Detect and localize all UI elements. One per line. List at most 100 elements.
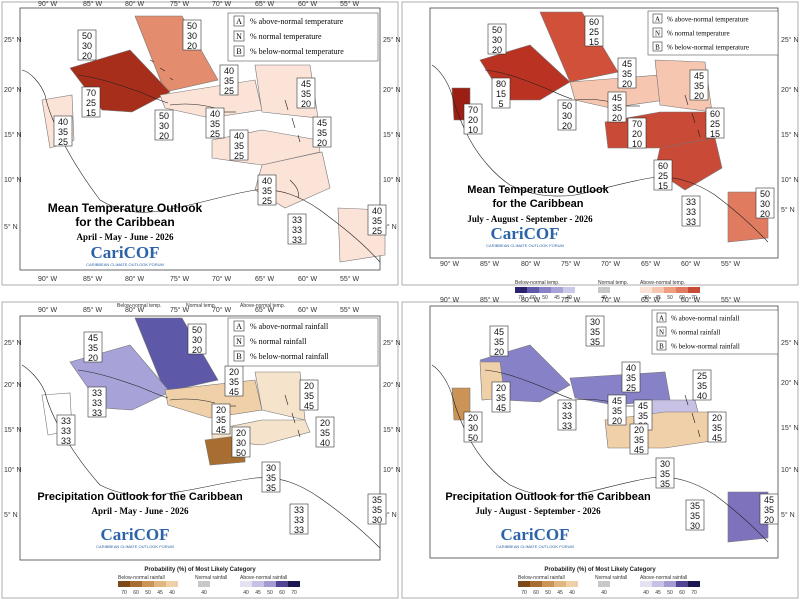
svg-text:40: 40 xyxy=(697,391,707,401)
outlook-regions xyxy=(41,317,311,466)
svg-text:50: 50 xyxy=(545,590,551,596)
lon-label: 75° W xyxy=(170,306,190,314)
lat-label: 10° N xyxy=(781,466,799,474)
svg-text:Normal rainfall: Normal rainfall xyxy=(595,575,627,581)
svg-text:CARIBBEAN CLIMATE OUTLOOK FORU: CARIBBEAN CLIMATE OUTLOOK FORUM xyxy=(486,243,564,248)
svg-text:33: 33 xyxy=(292,235,302,245)
lat-label: 15° N xyxy=(781,131,799,139)
lon-label: 55° W xyxy=(340,306,360,314)
svg-text:60: 60 xyxy=(589,17,599,27)
svg-text:% below-normal temperature: % below-normal temperature xyxy=(667,44,749,52)
lon-label: 65° W xyxy=(255,0,275,8)
svg-text:20: 20 xyxy=(192,345,202,355)
svg-text:20: 20 xyxy=(468,413,478,423)
svg-text:45: 45 xyxy=(712,433,722,443)
svg-text:CariCOF: CariCOF xyxy=(101,525,170,544)
svg-text:20: 20 xyxy=(622,79,632,89)
svg-text:45: 45 xyxy=(304,401,314,411)
lat-label: 15° N xyxy=(4,131,22,139)
svg-text:% normal temperature: % normal temperature xyxy=(250,32,322,41)
svg-text:35: 35 xyxy=(320,428,330,438)
svg-text:15: 15 xyxy=(589,37,599,47)
lon-label: 90° W xyxy=(440,296,460,304)
svg-text:35: 35 xyxy=(210,119,220,129)
lon-label: 65° W xyxy=(255,306,275,314)
stack: 33 33 33 xyxy=(557,399,577,431)
lon-label: 90° W xyxy=(38,306,58,314)
svg-text:40: 40 xyxy=(262,176,272,186)
svg-text:20: 20 xyxy=(494,347,504,357)
panel-title: for the Caribbean xyxy=(75,215,174,229)
svg-text:CARIBBEAN CLIMATE OUTLOOK FORU: CARIBBEAN CLIMATE OUTLOOK FORUM xyxy=(86,262,164,267)
svg-text:35: 35 xyxy=(262,186,272,196)
stack: 50 30 20 xyxy=(154,109,174,141)
svg-text:5: 5 xyxy=(498,99,503,109)
lon-label: 85° W xyxy=(83,275,103,283)
svg-text:20: 20 xyxy=(304,381,314,391)
svg-text:20: 20 xyxy=(496,383,506,393)
svg-text:25: 25 xyxy=(262,196,272,206)
svg-text:35: 35 xyxy=(697,381,707,391)
svg-text:35: 35 xyxy=(690,511,700,521)
svg-text:N: N xyxy=(236,337,242,346)
svg-text:Normal temp.: Normal temp. xyxy=(598,280,628,286)
panel-temp-amj: 90° W 85° W 80° W 75° W 70° W 65° W 60° … xyxy=(1,0,401,286)
svg-text:33: 33 xyxy=(562,401,572,411)
panel-title: Precipitation Outlook for the Caribbean xyxy=(37,491,243,503)
svg-text:20: 20 xyxy=(301,99,311,109)
svg-text:35: 35 xyxy=(216,415,226,425)
svg-text:50: 50 xyxy=(236,448,246,458)
svg-text:33: 33 xyxy=(686,217,696,227)
svg-text:Normal rainfall: Normal rainfall xyxy=(195,575,227,581)
lon-label: 60° W xyxy=(298,0,318,8)
panel-title: for the Caribbean xyxy=(492,198,583,210)
stack: 50 30 20 xyxy=(77,29,97,61)
lon-label: 60° W xyxy=(298,275,318,283)
stack: 60 25 15 xyxy=(584,15,604,47)
svg-text:% above-normal rainfall: % above-normal rainfall xyxy=(250,322,329,331)
lon-label: 70° W xyxy=(601,260,621,268)
svg-text:35: 35 xyxy=(496,393,506,403)
svg-text:50: 50 xyxy=(542,295,548,301)
svg-text:50: 50 xyxy=(192,325,202,335)
lon-label: 80° W xyxy=(125,275,145,283)
stack: 70 25 15 xyxy=(81,86,101,118)
lon-label: 80° W xyxy=(125,306,145,314)
svg-text:30: 30 xyxy=(760,199,770,209)
svg-text:45: 45 xyxy=(255,590,261,596)
svg-text:A: A xyxy=(655,16,660,24)
lat-label: 5° N xyxy=(4,223,18,231)
svg-text:35: 35 xyxy=(301,89,311,99)
svg-text:20: 20 xyxy=(612,416,622,426)
svg-text:35: 35 xyxy=(372,216,382,226)
svg-text:30: 30 xyxy=(159,121,169,131)
svg-text:40: 40 xyxy=(601,590,607,596)
panel-title: Precipitation Outlook for the Caribbean xyxy=(445,491,651,503)
svg-text:CariCOF: CariCOF xyxy=(501,525,570,544)
svg-text:45: 45 xyxy=(496,403,506,413)
svg-text:20: 20 xyxy=(634,425,644,435)
stack: 40 35 25 xyxy=(257,174,277,206)
stack: 45 35 20 xyxy=(296,77,316,109)
lon-label: 70° W xyxy=(212,0,232,8)
svg-text:% above-normal temperature: % above-normal temperature xyxy=(250,17,344,26)
svg-text:20: 20 xyxy=(229,367,239,377)
svg-text:60: 60 xyxy=(279,590,285,596)
svg-text:33: 33 xyxy=(92,408,102,418)
svg-text:20: 20 xyxy=(632,129,642,139)
stack: 20 35 45 xyxy=(629,423,649,455)
lat-label: 15° N xyxy=(4,426,22,434)
svg-text:40: 40 xyxy=(643,295,649,301)
svg-text:25: 25 xyxy=(697,371,707,381)
svg-text:70: 70 xyxy=(468,105,478,115)
svg-text:60: 60 xyxy=(658,161,668,171)
svg-text:33: 33 xyxy=(61,426,71,436)
svg-text:15: 15 xyxy=(658,181,668,191)
svg-text:B: B xyxy=(236,47,241,56)
lat-label: 25° N xyxy=(383,339,401,347)
svg-text:Above-normal rainfall: Above-normal rainfall xyxy=(640,575,687,581)
svg-text:40: 40 xyxy=(643,590,649,596)
stack: 45 35 20 xyxy=(312,116,332,148)
svg-text:Probability (%) of Most Likely: Probability (%) of Most Likely Category xyxy=(144,567,256,573)
stack: 20 35 45 xyxy=(491,381,511,413)
